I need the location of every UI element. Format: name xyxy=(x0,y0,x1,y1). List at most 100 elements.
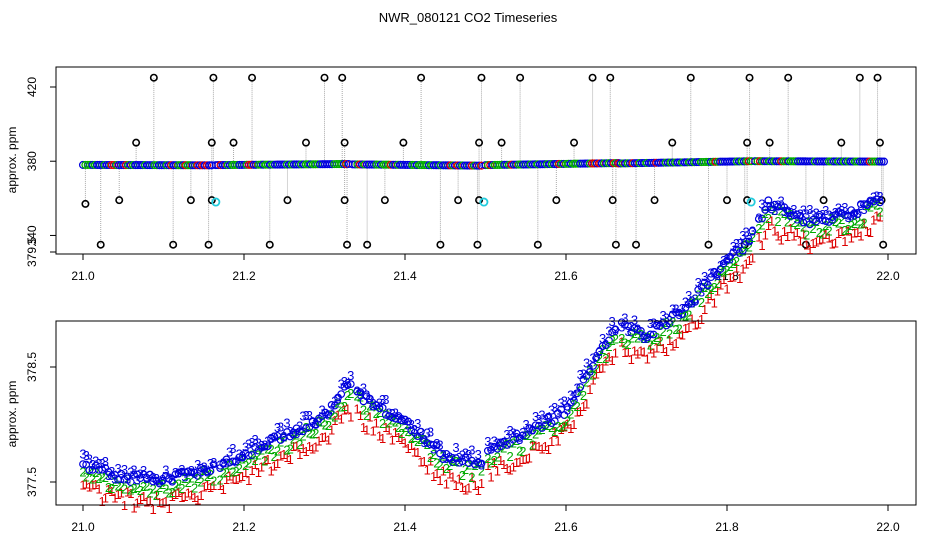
bottom-mark-2: 2 xyxy=(255,447,262,462)
bottom-mark-2: 2 xyxy=(825,223,832,238)
top-baseline-point xyxy=(879,157,889,166)
bottom-mark-1: 1 xyxy=(860,216,867,231)
bottom-mark-1: 1 xyxy=(669,338,676,353)
bottom-mark-2: 2 xyxy=(813,214,820,229)
bottom-mark-1: 1 xyxy=(102,491,109,506)
bottom-mark-3: 3 xyxy=(714,268,721,283)
bottom-mark-1: 1 xyxy=(366,410,373,425)
bottom-mark-1: 1 xyxy=(739,262,746,277)
bottom-mark-2: 2 xyxy=(580,388,587,403)
bottom-mark-2: 2 xyxy=(280,429,287,444)
bottom-mark-3: 3 xyxy=(507,423,514,438)
bottom-mark-2: 2 xyxy=(204,469,211,484)
bottom-mark-3: 3 xyxy=(143,471,150,486)
bottom-mark-2: 2 xyxy=(194,471,201,486)
bottom-mark-2: 2 xyxy=(609,333,616,348)
bottom-mark-3: 3 xyxy=(644,331,651,346)
bottom-mark-3: 3 xyxy=(612,323,619,338)
bottom-mean-point xyxy=(716,265,725,273)
bottom-mark-1: 1 xyxy=(146,493,153,508)
bottom-mark-2: 2 xyxy=(774,214,781,229)
bottom-mark-1: 1 xyxy=(162,494,169,509)
bottom-mark-2: 2 xyxy=(548,420,555,435)
bottom-mark-1: 1 xyxy=(261,453,268,468)
bottom-mark-3: 3 xyxy=(239,449,246,464)
bottom-mark-3: 3 xyxy=(86,451,93,466)
bottom-mark-1: 1 xyxy=(765,218,772,233)
bottom-mark-3: 3 xyxy=(347,368,354,383)
bottom-mark-1: 1 xyxy=(803,237,810,252)
bottom-mark-2: 2 xyxy=(427,450,434,465)
bottom-mark-3: 3 xyxy=(121,462,128,477)
bottom-mark-1: 1 xyxy=(844,224,851,239)
bottom-mark-3: 3 xyxy=(860,202,867,217)
bottom-mark-1: 1 xyxy=(561,419,568,434)
top-y-tick-label: 420 xyxy=(25,77,39,97)
bottom-mark-1: 1 xyxy=(838,224,845,239)
bottom-mark-1: 1 xyxy=(848,231,855,246)
bottom-mark-1: 1 xyxy=(271,459,278,474)
bottom-mark-3: 3 xyxy=(542,412,549,427)
top-calibration-point xyxy=(283,196,292,205)
bottom-mark-3: 3 xyxy=(169,472,176,487)
bottom-mark-2: 2 xyxy=(102,470,109,485)
bottom-mark-3: 3 xyxy=(277,419,284,434)
bottom-mark-2: 2 xyxy=(433,455,440,470)
bottom-mark-2: 2 xyxy=(118,479,125,494)
bottom-mark-3: 3 xyxy=(784,205,791,220)
bottom-mean-point xyxy=(570,396,578,405)
bottom-mark-1: 1 xyxy=(325,432,332,447)
bottom-mark-3: 3 xyxy=(360,381,367,396)
bottom-mark-1: 1 xyxy=(564,416,571,431)
bottom-mark-2: 2 xyxy=(860,215,867,230)
bottom-mark-1: 1 xyxy=(851,225,858,240)
bottom-mark-1: 1 xyxy=(153,487,160,502)
bottom-mark-1: 1 xyxy=(494,463,501,478)
bottom-mark-2: 2 xyxy=(602,351,609,366)
bottom-mark-3: 3 xyxy=(379,392,386,407)
bottom-mean-point xyxy=(691,297,699,306)
bottom-mark-3: 3 xyxy=(522,417,529,432)
bottom-mark-1: 1 xyxy=(771,224,778,239)
bottom-mark-3: 3 xyxy=(848,208,855,223)
top-calibration-point xyxy=(454,196,463,205)
bottom-mean-point xyxy=(483,446,492,455)
top-plot-frame xyxy=(55,66,917,255)
bottom-mean-point xyxy=(130,470,138,479)
bottom-mark-2: 2 xyxy=(854,213,861,228)
bottom-mark-2: 2 xyxy=(334,395,341,410)
bottom-mark-2: 2 xyxy=(803,227,810,242)
top-calibration-point xyxy=(745,73,754,82)
bottom-mark-3: 3 xyxy=(114,461,121,476)
bottom-mean-point xyxy=(589,361,597,370)
bottom-mark-1: 1 xyxy=(816,233,823,248)
bottom-mark-3: 3 xyxy=(436,438,443,453)
bottom-mark-1: 1 xyxy=(793,225,800,240)
bottom-mark-2: 2 xyxy=(360,403,367,418)
bottom-mark-2: 2 xyxy=(169,485,176,500)
bottom-mark-2: 2 xyxy=(328,408,335,423)
bottom-mark-1: 1 xyxy=(806,242,813,257)
bottom-mark-1: 1 xyxy=(685,320,692,335)
bottom-mark-2: 2 xyxy=(181,471,188,486)
bottom-mark-1: 1 xyxy=(172,487,179,502)
bottom-mean-point xyxy=(337,390,346,399)
bottom-mean-point xyxy=(742,237,750,246)
top-highlight-point xyxy=(211,197,221,207)
bottom-mean-point xyxy=(573,389,582,398)
bottom-mark-3: 3 xyxy=(656,318,663,333)
bottom-mark-3: 3 xyxy=(331,393,338,408)
bottom-mark-3: 3 xyxy=(519,425,526,440)
bottom-mark-3: 3 xyxy=(159,472,166,487)
bottom-mark-1: 1 xyxy=(363,423,370,438)
bottom-mark-2: 2 xyxy=(354,389,361,404)
bottom-mark-2: 2 xyxy=(605,339,612,354)
bottom-mark-2: 2 xyxy=(188,470,195,485)
top-calibration-point xyxy=(608,196,617,205)
bottom-mark-1: 1 xyxy=(704,292,711,307)
bottom-mark-1: 1 xyxy=(427,453,434,468)
top-calibration-point xyxy=(819,196,828,205)
bottom-mark-1: 1 xyxy=(99,494,106,509)
bottom-mark-3: 3 xyxy=(723,252,730,267)
bottom-mean-point xyxy=(853,210,862,218)
